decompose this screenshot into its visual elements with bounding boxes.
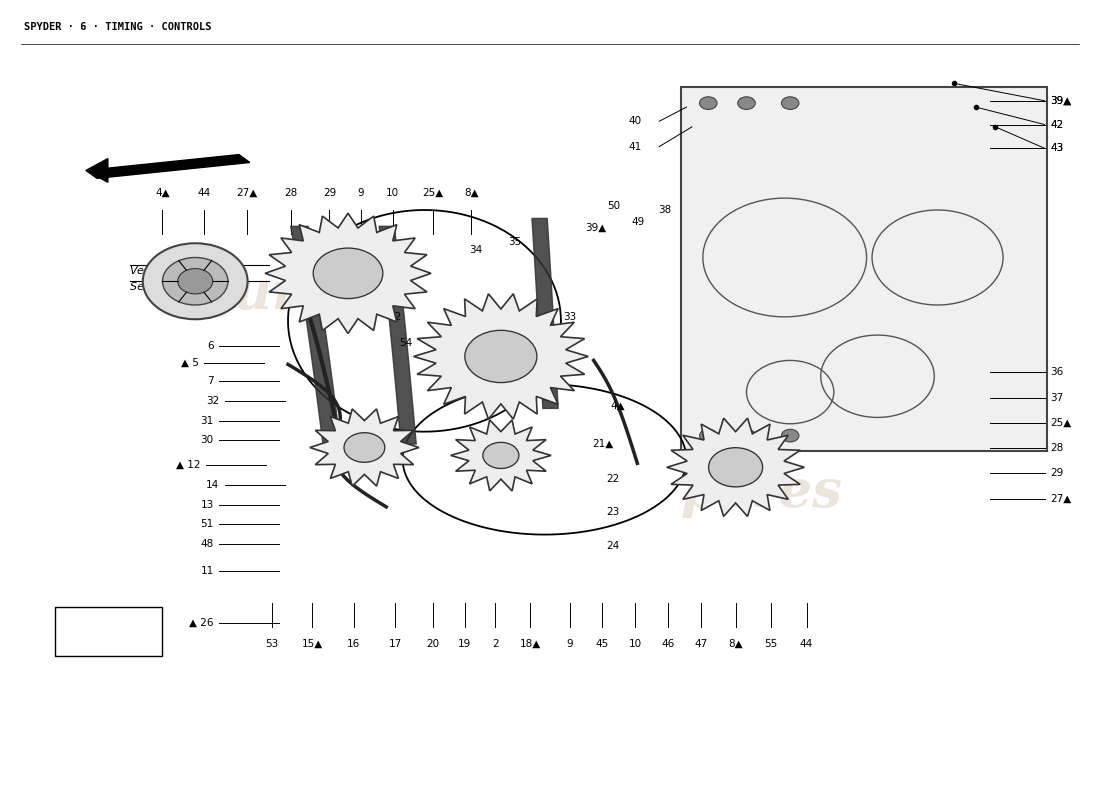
Text: 13: 13 [200, 499, 213, 510]
Text: 17: 17 [388, 639, 401, 649]
Polygon shape [667, 418, 804, 517]
Text: 39▲: 39▲ [1050, 96, 1071, 106]
Polygon shape [265, 213, 431, 334]
Text: 28: 28 [1050, 442, 1064, 453]
Text: 4▲: 4▲ [155, 188, 169, 198]
Text: 25▲: 25▲ [422, 188, 443, 198]
Text: 21▲: 21▲ [592, 438, 613, 449]
Polygon shape [414, 294, 588, 419]
Text: 34: 34 [469, 245, 483, 254]
Circle shape [738, 430, 756, 442]
Text: 29: 29 [1050, 468, 1064, 478]
Text: 20: 20 [427, 639, 440, 649]
Text: 24: 24 [607, 542, 620, 551]
Text: 14: 14 [206, 480, 219, 490]
Text: 18▲: 18▲ [519, 639, 541, 649]
Text: 8▲: 8▲ [728, 639, 743, 649]
Text: 55: 55 [763, 639, 777, 649]
Circle shape [708, 448, 762, 487]
Polygon shape [86, 158, 108, 182]
Text: ▲ = 1: ▲ = 1 [91, 625, 127, 638]
Text: 54: 54 [399, 338, 412, 348]
Text: ▲ 26: ▲ 26 [189, 618, 213, 628]
Text: 38: 38 [658, 205, 671, 215]
Text: 9: 9 [358, 188, 364, 198]
Text: SPYDER · 6 · TIMING · CONTROLS: SPYDER · 6 · TIMING · CONTROLS [24, 22, 211, 31]
Polygon shape [310, 409, 419, 486]
Text: 35: 35 [508, 237, 521, 246]
Text: 10: 10 [386, 188, 399, 198]
Circle shape [344, 433, 385, 462]
Circle shape [781, 430, 799, 442]
Text: 9: 9 [566, 639, 573, 649]
Text: 27▲: 27▲ [235, 188, 257, 198]
Text: 50: 50 [607, 201, 620, 211]
Polygon shape [451, 420, 551, 491]
Circle shape [483, 442, 519, 469]
Circle shape [700, 97, 717, 110]
Text: ▲ 12: ▲ 12 [176, 460, 200, 470]
Text: 6: 6 [207, 341, 213, 351]
Circle shape [700, 430, 717, 442]
Text: 16: 16 [346, 639, 360, 649]
Text: 2: 2 [492, 639, 498, 649]
Text: euros: euros [200, 269, 365, 320]
Text: 28: 28 [285, 188, 298, 198]
Circle shape [781, 97, 799, 110]
Text: 15▲: 15▲ [301, 639, 322, 649]
Text: 32: 32 [206, 396, 219, 406]
Text: 29: 29 [323, 188, 337, 198]
FancyBboxPatch shape [55, 606, 163, 656]
Text: 36: 36 [1050, 367, 1064, 378]
Text: 46: 46 [661, 639, 674, 649]
Text: 53: 53 [265, 639, 278, 649]
Text: 3▲: 3▲ [540, 355, 556, 366]
Polygon shape [681, 87, 1047, 451]
Text: 4▲: 4▲ [610, 401, 625, 410]
Text: 44: 44 [800, 639, 813, 649]
Circle shape [163, 258, 228, 305]
Text: 8▲: 8▲ [464, 188, 478, 198]
Text: See Draw. 5: See Draw. 5 [130, 282, 197, 292]
Circle shape [314, 248, 383, 298]
Text: ▲ 5: ▲ 5 [180, 358, 198, 368]
Text: 7: 7 [207, 376, 213, 386]
Text: 22: 22 [607, 474, 620, 484]
Text: 40: 40 [628, 116, 641, 126]
Text: 42: 42 [1050, 119, 1064, 130]
Text: 23: 23 [607, 507, 620, 518]
Text: 51: 51 [200, 519, 213, 530]
Text: 45: 45 [596, 639, 609, 649]
Text: 48: 48 [200, 539, 213, 549]
Text: 49: 49 [631, 217, 645, 227]
Text: 27▲: 27▲ [1050, 494, 1071, 504]
Text: 25▲: 25▲ [1050, 418, 1071, 428]
Text: 37: 37 [1050, 393, 1064, 402]
Text: 31: 31 [200, 415, 213, 426]
Text: 41: 41 [628, 142, 641, 152]
Circle shape [738, 97, 756, 110]
Text: 30: 30 [200, 435, 213, 446]
Circle shape [465, 330, 537, 382]
Text: 42: 42 [1050, 119, 1064, 130]
Text: 33: 33 [563, 312, 576, 322]
Text: 43: 43 [1050, 143, 1064, 154]
Circle shape [143, 243, 248, 319]
Text: 43: 43 [1050, 143, 1064, 154]
Text: 39▲: 39▲ [1050, 96, 1071, 106]
Polygon shape [86, 154, 250, 178]
Text: 44: 44 [197, 188, 210, 198]
Text: 39▲: 39▲ [585, 222, 606, 233]
Text: pares: pares [681, 467, 843, 518]
Text: 52: 52 [388, 312, 401, 322]
Text: Vedi Tav. 5: Vedi Tav. 5 [130, 266, 189, 276]
Text: 11: 11 [200, 566, 213, 576]
Text: 47: 47 [694, 639, 707, 649]
Text: 10: 10 [628, 639, 641, 649]
Circle shape [178, 269, 212, 294]
Text: 19: 19 [459, 639, 472, 649]
